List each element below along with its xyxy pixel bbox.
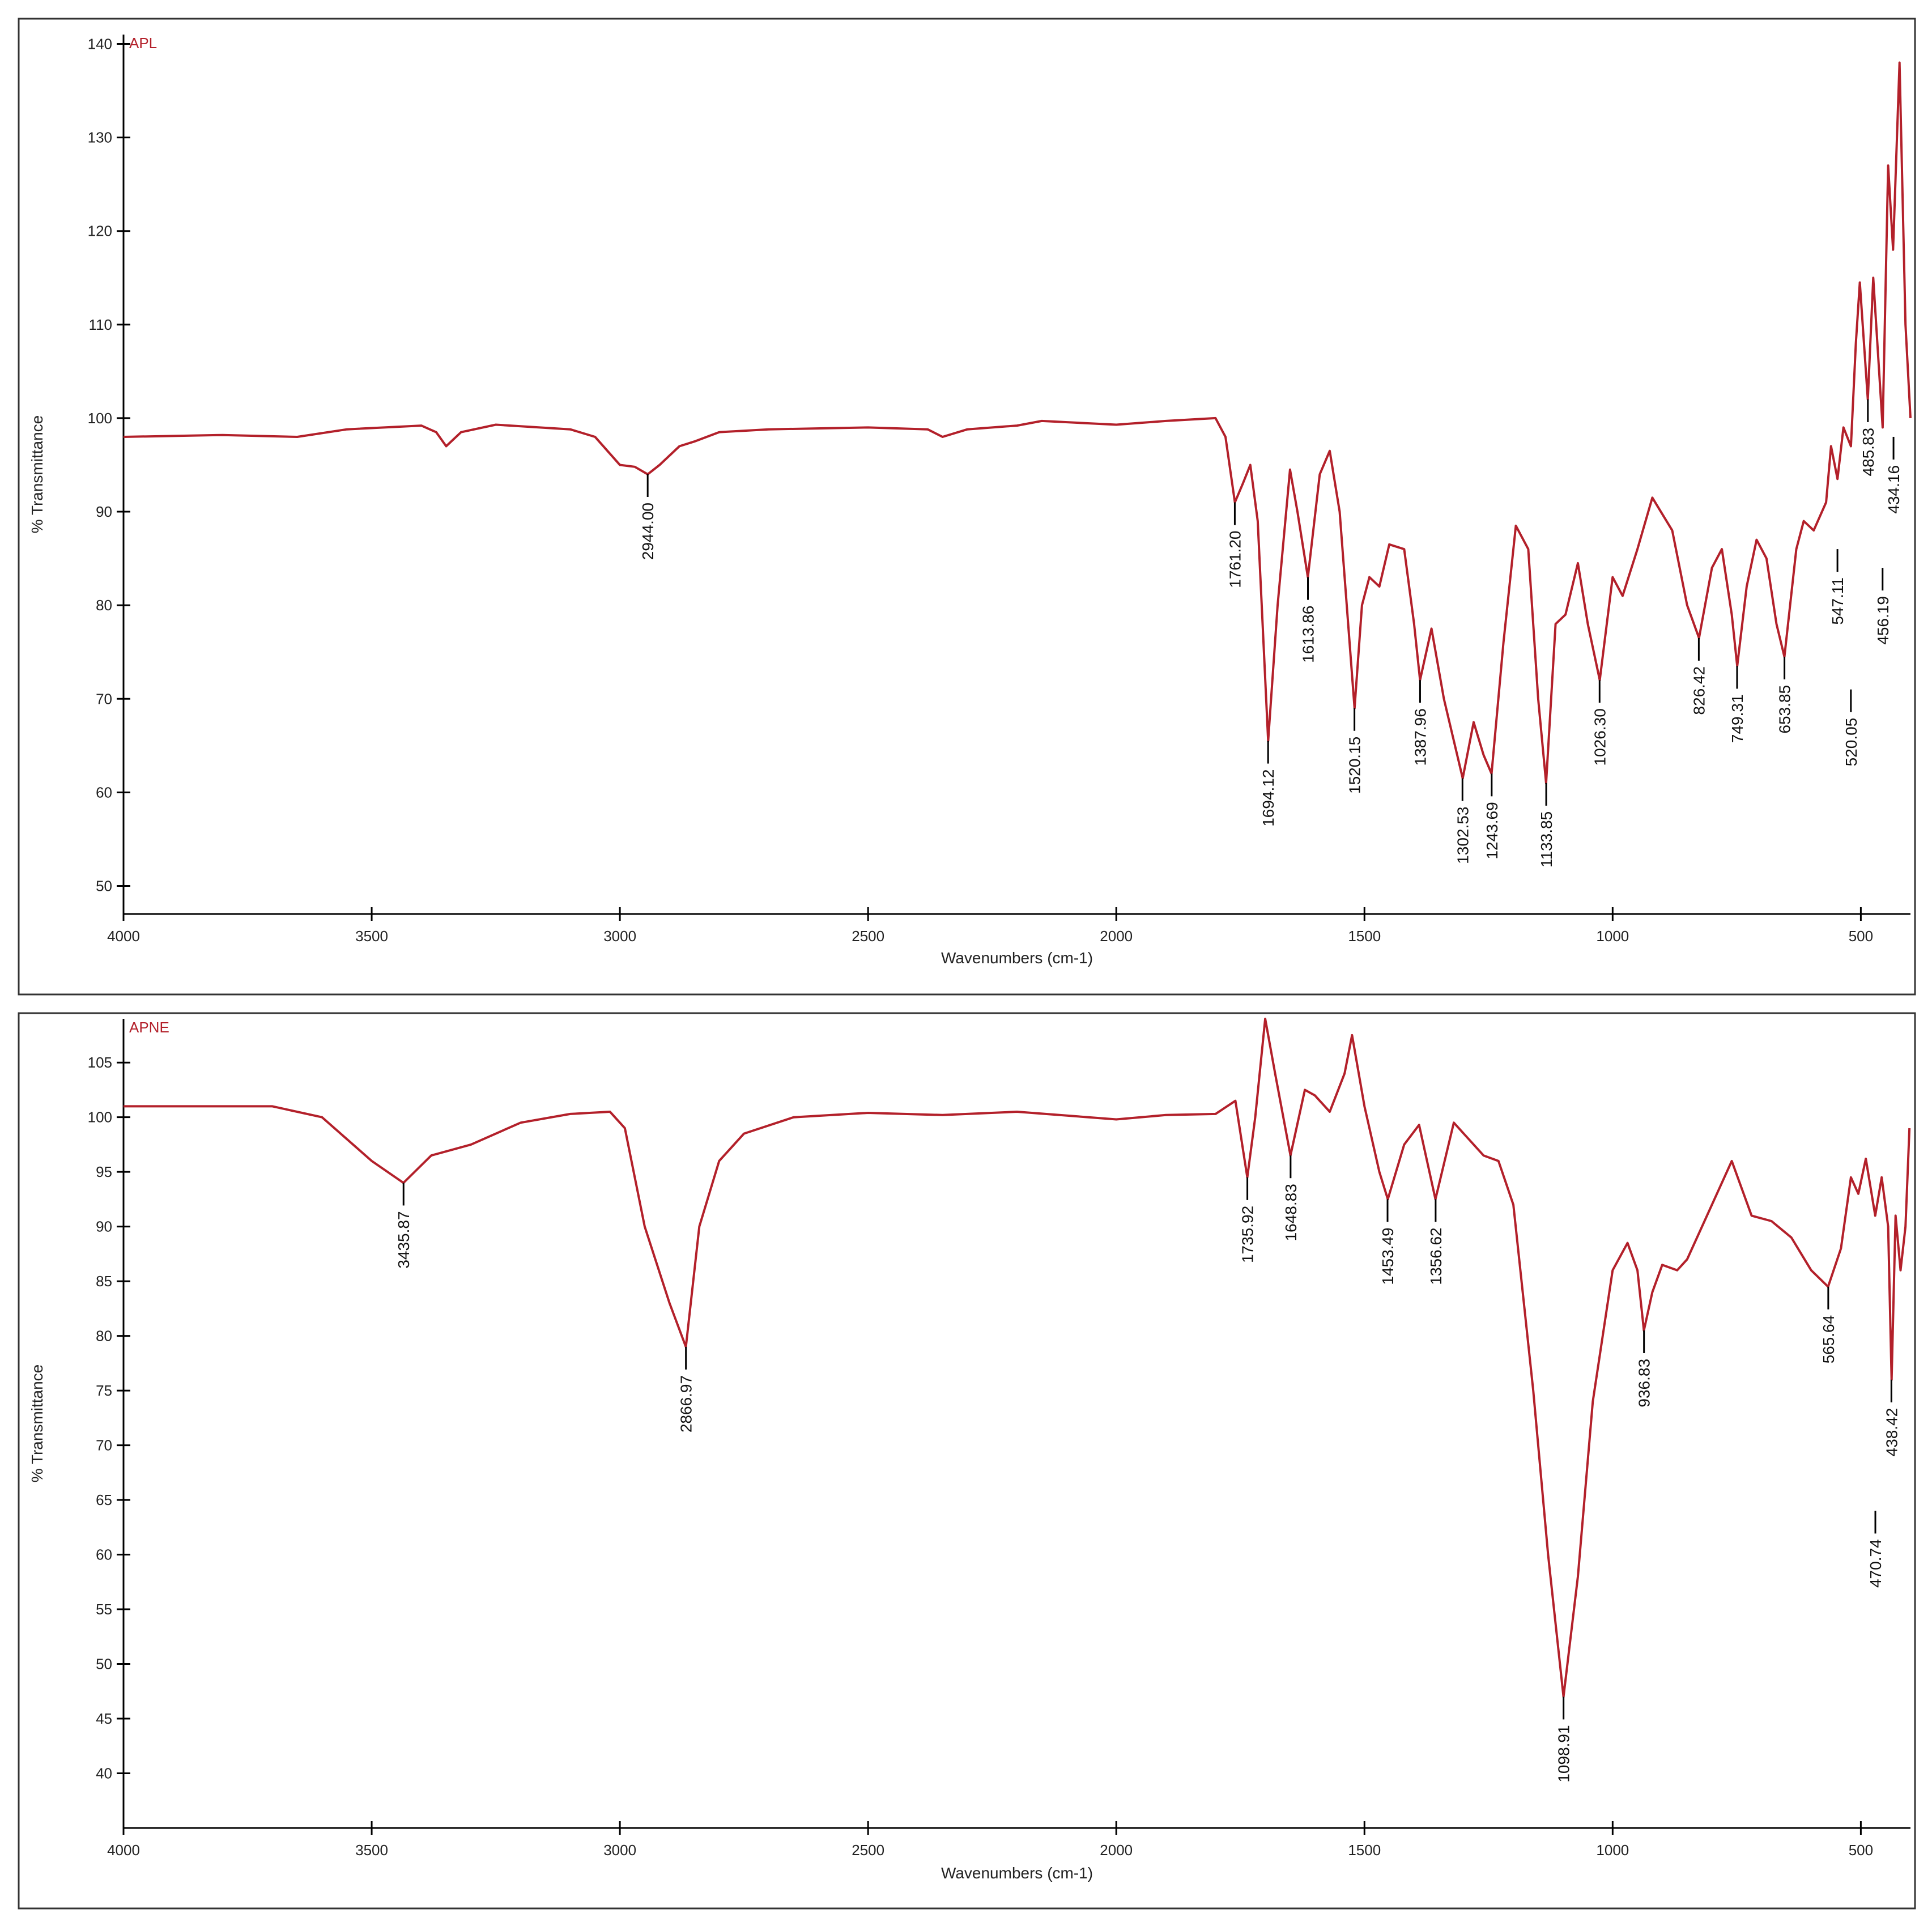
y-tick-label: 50 [96, 877, 112, 894]
y-tick-label: 50 [96, 1656, 112, 1673]
y-tick-label: 80 [96, 597, 112, 614]
y-tick-label: 60 [96, 784, 112, 801]
y-axis-label: % Transmittance [28, 1364, 46, 1483]
y-tick-label: 90 [96, 1218, 112, 1235]
peak-label: 2866.97 [678, 1375, 695, 1432]
peak-label: 1735.92 [1239, 1206, 1257, 1263]
y-tick-label: 140 [88, 36, 112, 53]
peak-label: 1694.12 [1259, 769, 1277, 827]
peak-label: 565.64 [1820, 1315, 1837, 1364]
x-tick-label: 4000 [107, 1842, 140, 1859]
peak-label: 749.31 [1729, 694, 1746, 743]
x-tick-label: 1000 [1596, 1842, 1629, 1859]
x-tick-label: 3000 [603, 928, 636, 945]
x-tick-label: 2500 [852, 1842, 884, 1859]
y-tick-label: 105 [88, 1054, 112, 1071]
peak-label: 653.85 [1776, 685, 1794, 734]
y-tick-label: 55 [96, 1601, 112, 1618]
peak-label: 1761.20 [1226, 531, 1244, 588]
y-tick-label: 75 [96, 1382, 112, 1399]
y-tick-label: 100 [88, 1109, 112, 1126]
peak-label: 1356.62 [1427, 1227, 1445, 1285]
y-tick-label: 95 [96, 1163, 112, 1180]
x-tick-label: 4000 [107, 928, 140, 945]
peak-label: 936.83 [1636, 1359, 1653, 1408]
peak-label: 3435.87 [395, 1211, 412, 1268]
x-tick-label: 2000 [1100, 928, 1133, 945]
y-tick-label: 130 [88, 129, 112, 146]
peak-label: 1387.96 [1411, 708, 1429, 766]
peak-label: 1243.69 [1483, 802, 1501, 859]
x-tick-label: 500 [1849, 1842, 1873, 1859]
x-axis-label: Wavenumbers (cm-1) [941, 1864, 1093, 1882]
y-tick-label: 45 [96, 1710, 112, 1727]
panel-frame [18, 18, 1916, 996]
panel-frame [18, 1012, 1916, 1910]
y-tick-label: 90 [96, 503, 112, 520]
x-tick-label: 3500 [355, 928, 388, 945]
y-tick-label: 110 [89, 316, 112, 333]
sample-label: APL [129, 35, 157, 52]
x-tick-label: 3000 [603, 1842, 636, 1859]
y-tick-label: 100 [88, 410, 112, 427]
peak-label: 1648.83 [1282, 1184, 1300, 1241]
peak-label: 547.11 [1829, 577, 1846, 625]
y-tick-label: 120 [88, 223, 112, 240]
x-tick-label: 1500 [1348, 1842, 1381, 1859]
peak-label: 470.74 [1867, 1539, 1884, 1588]
y-tick-label: 70 [96, 1437, 112, 1454]
y-tick-label: 85 [96, 1273, 112, 1290]
x-tick-label: 500 [1849, 928, 1873, 945]
spectrum-line [124, 1018, 1911, 1698]
peak-label: 2944.00 [639, 503, 657, 560]
peak-label: 434.16 [1885, 465, 1903, 514]
x-tick-label: 2000 [1100, 1842, 1133, 1859]
peak-label: 456.19 [1874, 596, 1892, 645]
y-tick-label: 40 [96, 1765, 112, 1782]
y-axis-label: % Transmittance [28, 415, 46, 534]
spectrum-line [123, 61, 1912, 784]
peak-label: 1520.15 [1346, 737, 1364, 794]
peak-label: 826.42 [1690, 666, 1708, 715]
peak-label: 485.83 [1859, 428, 1877, 477]
x-axis-label: Wavenumbers (cm-1) [941, 949, 1093, 967]
peak-label: 1133.85 [1538, 811, 1555, 868]
peak-label: 1613.86 [1300, 606, 1317, 663]
y-tick-label: 60 [96, 1546, 112, 1563]
peak-label: 438.42 [1883, 1408, 1900, 1457]
peak-label: 1026.30 [1591, 708, 1608, 766]
peak-label: 1302.53 [1454, 807, 1471, 864]
y-tick-label: 80 [96, 1328, 112, 1345]
x-tick-label: 1500 [1348, 928, 1381, 945]
peak-label: 1098.91 [1555, 1725, 1573, 1782]
x-tick-label: 1000 [1596, 928, 1629, 945]
x-tick-label: 2500 [852, 928, 884, 945]
sample-label: APNE [129, 1019, 169, 1036]
peak-label: 520.05 [1842, 718, 1860, 767]
y-tick-label: 70 [96, 690, 112, 707]
x-tick-label: 3500 [355, 1842, 388, 1859]
peak-label: 1453.49 [1379, 1227, 1397, 1285]
y-tick-label: 65 [96, 1491, 112, 1508]
